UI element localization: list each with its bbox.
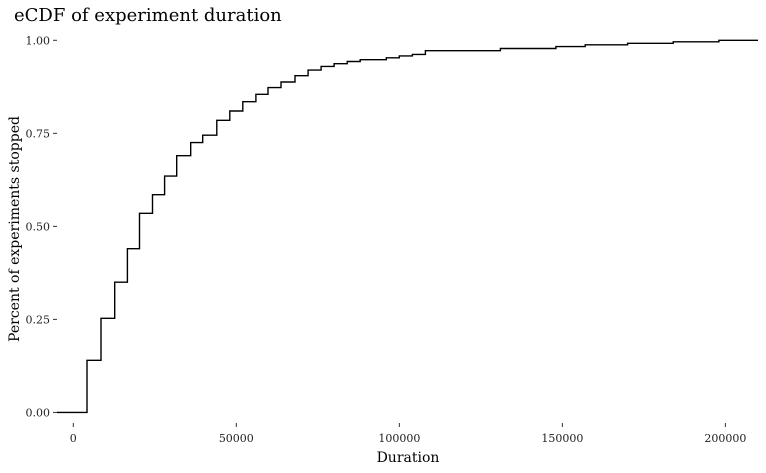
- x-tick-label: 0: [70, 432, 77, 445]
- y-tick-label: 0.50: [26, 220, 51, 233]
- ecdf-step-line: [57, 39, 758, 414]
- x-tick-label: 200000: [704, 432, 746, 445]
- x-tick-label: 100000: [378, 432, 420, 445]
- y-axis: 0.00 0.25 0.50 0.75 1.00: [26, 34, 57, 419]
- x-tick-label: 150000: [541, 432, 583, 445]
- y-tick-label: 0.75: [26, 127, 51, 140]
- x-axis-title: Duration: [377, 450, 440, 466]
- y-tick-label: 0.25: [26, 313, 51, 326]
- x-tick-label: 50000: [219, 432, 254, 445]
- chart-title: eCDF of experiment duration: [14, 5, 282, 26]
- x-axis: 0 50000 100000 150000 200000: [70, 423, 746, 445]
- y-tick-label: 1.00: [26, 34, 51, 47]
- y-tick-label: 0.00: [26, 406, 51, 419]
- y-axis-title: Percent of experiments stopped: [7, 116, 23, 342]
